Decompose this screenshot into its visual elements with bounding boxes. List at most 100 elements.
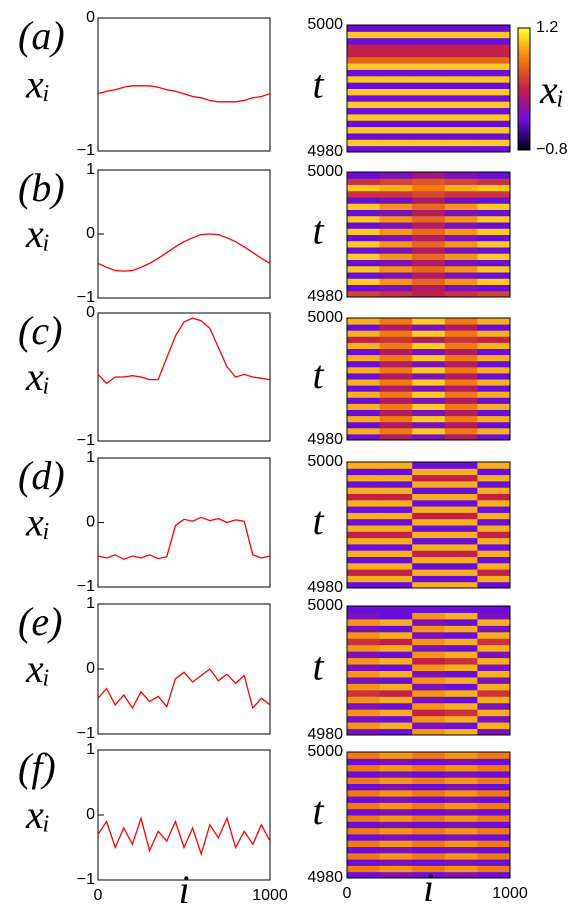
heat-cell <box>444 625 478 633</box>
heat-cell <box>444 474 478 482</box>
heat-cell <box>347 827 381 835</box>
y-tick-label: 4980 <box>307 726 343 743</box>
heat-cell <box>412 366 446 374</box>
heat-cell <box>444 190 478 198</box>
heat-cell <box>379 415 413 423</box>
heat-cell <box>379 330 413 337</box>
heat-cell <box>444 145 478 153</box>
heat-cell <box>477 468 511 476</box>
colorbar-swatch <box>518 95 530 98</box>
heat-cell <box>347 512 381 520</box>
heat-cell <box>444 728 478 736</box>
y-axis-label: xᵢ <box>25 62 50 107</box>
heat-cell <box>477 562 511 570</box>
heat-cell <box>444 415 478 423</box>
heat-cell <box>379 689 413 697</box>
y-axis-label: xᵢ <box>25 500 50 545</box>
heat-cell <box>379 506 413 513</box>
heat-cell <box>347 638 381 646</box>
heat-cell <box>379 487 413 494</box>
heat-cell <box>347 240 381 248</box>
heat-cell <box>477 284 511 292</box>
heat-cell <box>412 88 446 96</box>
heat-cell <box>412 69 446 77</box>
heat-cell <box>347 25 381 32</box>
heat-cell <box>347 318 381 325</box>
heat-cell <box>379 427 413 435</box>
heat-cell <box>379 676 413 684</box>
heat-cell <box>412 178 446 185</box>
heat-cell <box>412 840 446 847</box>
heat-cell <box>347 403 381 410</box>
panel-label: (b) <box>18 165 65 210</box>
colorbar-swatch <box>518 137 530 141</box>
heat-cell <box>379 190 413 198</box>
heat-cell <box>412 689 446 697</box>
colorbar-swatch <box>518 147 530 151</box>
heat-cell <box>412 126 446 134</box>
colorbar-swatch <box>518 82 530 86</box>
heat-cell <box>412 172 446 179</box>
heat-cell <box>477 506 511 513</box>
heat-cell <box>412 284 446 292</box>
heat-cell <box>444 833 478 841</box>
heat-cell <box>477 348 511 356</box>
heat-cell <box>412 625 446 633</box>
heat-cell <box>412 209 446 217</box>
data-line <box>97 816 271 857</box>
colorbar-swatch <box>518 30 530 33</box>
heat-cell <box>379 525 413 532</box>
heat-cell <box>477 272 511 279</box>
heat-cell <box>444 689 478 697</box>
heat-cell <box>379 474 413 482</box>
x-tick-label: 0 <box>94 887 103 904</box>
heat-cell <box>412 379 446 386</box>
heat-cell <box>477 247 511 254</box>
heat-cell <box>477 253 511 260</box>
heat-cell <box>347 683 381 691</box>
heat-cell <box>444 550 478 557</box>
heat-cell <box>379 846 413 854</box>
y-tick-label: −1 <box>77 142 95 159</box>
heat-cell <box>412 644 446 652</box>
heat-cell <box>444 360 478 368</box>
heat-cell <box>444 638 478 646</box>
heat-cell <box>444 871 478 879</box>
heat-cell <box>412 852 446 860</box>
heat-cell <box>347 342 381 349</box>
heat-cell <box>477 683 511 691</box>
heat-cell <box>379 518 413 526</box>
heat-cell <box>477 752 511 759</box>
heat-cell <box>412 82 446 89</box>
heat-cell <box>444 770 478 778</box>
heat-cell <box>379 265 413 273</box>
heat-cell <box>412 197 446 204</box>
heat-cell <box>379 348 413 356</box>
colorbar-swatch <box>518 139 530 143</box>
heat-cell <box>444 852 478 860</box>
heat-cell <box>347 556 381 564</box>
heat-cell <box>412 278 446 285</box>
heat-cell <box>412 683 446 691</box>
heat-cell <box>379 209 413 217</box>
heat-cell <box>412 360 446 368</box>
heat-cell <box>477 56 511 64</box>
heat-cell <box>477 840 511 847</box>
heat-cell <box>477 190 511 198</box>
plot-frame <box>346 317 511 441</box>
y-tick-label: 1 <box>86 741 95 758</box>
heat-cell <box>347 197 381 204</box>
panel-label: (a) <box>18 13 65 58</box>
heat-cell <box>444 506 478 513</box>
heat-cell <box>347 480 381 488</box>
heat-cell <box>477 859 511 866</box>
heat-cell <box>379 758 413 766</box>
y-tick-label: 0 <box>86 225 95 242</box>
heat-cell <box>444 330 478 337</box>
heat-cell <box>444 676 478 684</box>
heat-cell <box>347 178 381 185</box>
heat-cell <box>444 247 478 254</box>
heat-cell <box>444 543 478 551</box>
y-tick-label: 0 <box>86 806 95 823</box>
